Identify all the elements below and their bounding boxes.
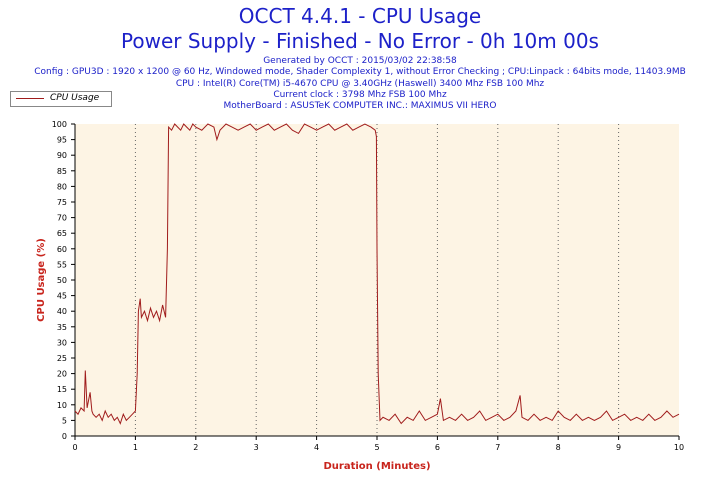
y-tick-label: 25	[57, 354, 67, 363]
y-tick-label: 5	[62, 416, 67, 425]
y-tick-label: 45	[57, 292, 67, 301]
legend-label: CPU Usage	[50, 93, 100, 103]
y-tick-label: 95	[57, 136, 67, 145]
y-tick-label: 15	[57, 385, 67, 394]
y-tick-label: 20	[57, 370, 67, 379]
y-tick-label: 70	[57, 214, 67, 223]
y-tick-label: 100	[52, 120, 67, 129]
x-axis-label: Duration (Minutes)	[323, 461, 430, 472]
y-tick-label: 30	[57, 338, 67, 347]
x-tick-label: 9	[616, 443, 621, 452]
info-generated: Generated by OCCT : 2015/03/02 22:38:58	[263, 56, 457, 66]
series-line-cpu-usage	[74, 123, 680, 425]
info-config: Config : GPU3D : 1920 x 1200 @ 60 Hz, Wi…	[34, 67, 686, 77]
y-tick-label: 60	[57, 245, 67, 254]
y-tick-label: 80	[57, 182, 67, 191]
x-tick-label: 1	[133, 443, 138, 452]
x-tick-label: 8	[556, 443, 561, 452]
y-tick-label: 40	[57, 307, 67, 316]
chart-title: OCCT 4.4.1 - CPU Usage	[238, 4, 482, 28]
chart-subtitle: Power Supply - Finished - No Error - 0h …	[121, 29, 599, 53]
x-tick-label: 4	[314, 443, 319, 452]
x-tick-label: 2	[193, 443, 198, 452]
legend: CPU Usage	[10, 91, 112, 107]
y-tick-label: 90	[57, 151, 67, 160]
x-tick-label: 0	[72, 443, 77, 452]
info-cpu: CPU : Intel(R) Core(TM) i5-4670 CPU @ 3.…	[175, 79, 545, 89]
x-tick-label: 10	[674, 443, 684, 452]
legend-swatch	[16, 98, 44, 99]
y-tick-label: 75	[57, 198, 67, 207]
y-tick-label: 85	[57, 167, 67, 176]
info-motherboard: MotherBoard : ASUSTeK COMPUTER INC.: MAX…	[223, 101, 497, 111]
y-tick-label: 65	[57, 229, 67, 238]
x-tick-label: 3	[254, 443, 259, 452]
y-tick-label: 50	[57, 276, 67, 285]
y-tick-label: 0	[62, 432, 67, 441]
y-tick-label: 35	[57, 323, 67, 332]
x-tick-label: 5	[374, 443, 379, 452]
y-tick-label: 10	[57, 401, 67, 410]
x-tick-label: 7	[495, 443, 500, 452]
y-tick-label: 55	[57, 260, 67, 269]
y-axis-label: CPU Usage (%)	[36, 238, 47, 322]
x-tick-label: 6	[435, 443, 440, 452]
info-clock: Current clock : 3798 Mhz FSB 100 Mhz	[273, 90, 447, 100]
